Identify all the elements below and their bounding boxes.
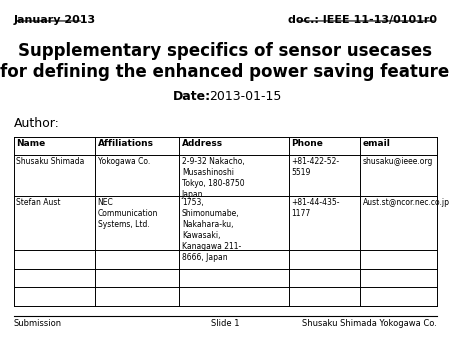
Text: Submission: Submission <box>14 319 62 328</box>
Text: Author:: Author: <box>14 117 59 129</box>
Text: Shusaku Shimada Yokogawa Co.: Shusaku Shimada Yokogawa Co. <box>302 319 436 328</box>
Text: NEC
Communication
Systems, Ltd.: NEC Communication Systems, Ltd. <box>98 198 158 229</box>
Text: doc.: IEEE 11-13/0101r0: doc.: IEEE 11-13/0101r0 <box>288 15 436 25</box>
Text: Address: Address <box>182 139 223 148</box>
Text: Supplementary specifics of sensor usecases: Supplementary specifics of sensor usecas… <box>18 42 432 60</box>
Text: shusaku@ieee.org: shusaku@ieee.org <box>363 157 433 166</box>
Text: January 2013: January 2013 <box>14 15 95 25</box>
Text: Slide 1: Slide 1 <box>211 319 239 328</box>
Text: Shusaku Shimada: Shusaku Shimada <box>16 157 85 166</box>
Text: 2-9-32 Nakacho,
Musashinoshi
Tokyo, 180-8750
Japan: 2-9-32 Nakacho, Musashinoshi Tokyo, 180-… <box>182 157 245 199</box>
Text: Phone: Phone <box>292 139 323 148</box>
Text: Name: Name <box>16 139 45 148</box>
Text: for defining the enhanced power saving feature: for defining the enhanced power saving f… <box>0 63 450 80</box>
Text: email: email <box>363 139 391 148</box>
Text: Affiliations: Affiliations <box>98 139 154 148</box>
Text: Stefan Aust: Stefan Aust <box>16 198 61 207</box>
Text: Date:: Date: <box>173 90 212 102</box>
Text: 2013-01-15: 2013-01-15 <box>209 90 282 102</box>
Text: Aust.st@ncor.nec.co.jp: Aust.st@ncor.nec.co.jp <box>363 198 450 207</box>
Text: 1753,
Shimonumabe,
Nakahara-ku,
Kawasaki,
Kanagawa 211-
8666, Japan: 1753, Shimonumabe, Nakahara-ku, Kawasaki… <box>182 198 241 262</box>
Text: Yokogawa Co.: Yokogawa Co. <box>98 157 150 166</box>
Text: +81-422-52-
5519: +81-422-52- 5519 <box>292 157 340 177</box>
Text: +81-44-435-
1177: +81-44-435- 1177 <box>292 198 340 218</box>
